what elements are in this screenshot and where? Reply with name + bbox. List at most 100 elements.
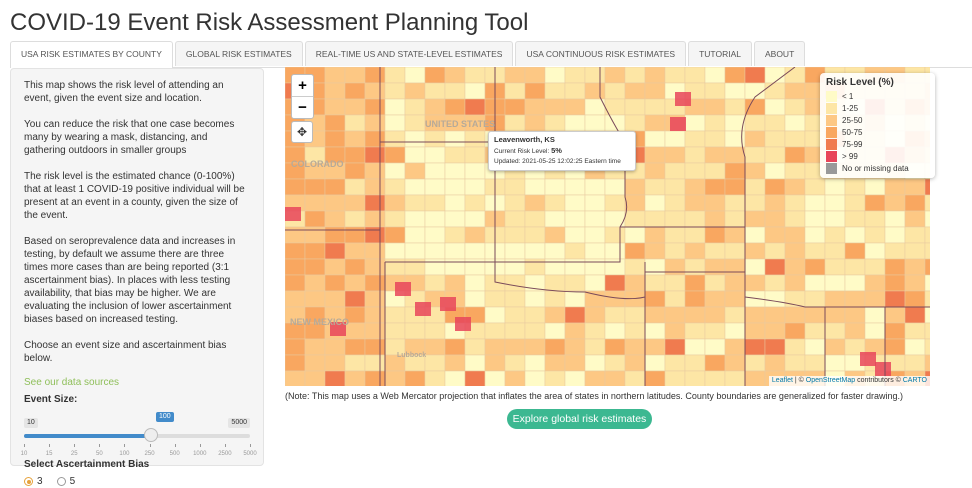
county-cell-hotspot[interactable] <box>440 297 456 311</box>
county-cell[interactable] <box>644 194 666 212</box>
county-cell[interactable] <box>504 210 526 228</box>
county-cell[interactable] <box>384 306 406 324</box>
county-cell[interactable] <box>304 338 326 356</box>
county-cell[interactable] <box>364 370 386 386</box>
county-cell[interactable] <box>404 258 426 276</box>
county-cell[interactable] <box>524 354 546 372</box>
county-cell[interactable] <box>584 242 606 260</box>
county-cell[interactable] <box>924 274 930 292</box>
county-cell[interactable] <box>784 306 806 324</box>
county-cell[interactable] <box>564 354 586 372</box>
county-cell[interactable] <box>904 194 926 212</box>
county-cell[interactable] <box>384 242 406 260</box>
county-cell[interactable] <box>724 82 746 100</box>
county-cell[interactable] <box>524 322 546 340</box>
county-cell[interactable] <box>764 322 786 340</box>
county-cell[interactable] <box>904 306 926 324</box>
county-cell[interactable] <box>344 274 366 292</box>
county-cell[interactable] <box>484 290 506 308</box>
county-cell[interactable] <box>744 67 766 84</box>
county-cell[interactable] <box>924 210 930 228</box>
county-cell[interactable] <box>764 210 786 228</box>
county-cell[interactable] <box>724 210 746 228</box>
county-cell[interactable] <box>884 194 906 212</box>
county-cell[interactable] <box>324 226 346 244</box>
county-cell[interactable] <box>584 114 606 132</box>
county-cell[interactable] <box>384 130 406 148</box>
county-cell[interactable] <box>704 178 726 196</box>
county-cell[interactable] <box>364 114 386 132</box>
county-cell[interactable] <box>684 130 706 148</box>
county-cell[interactable] <box>464 82 486 100</box>
county-cell[interactable] <box>644 67 666 84</box>
county-cell[interactable] <box>744 274 766 292</box>
county-cell[interactable] <box>544 338 566 356</box>
county-cell[interactable] <box>484 370 506 386</box>
county-cell[interactable] <box>564 322 586 340</box>
county-cell-hotspot[interactable] <box>455 317 471 331</box>
county-cell[interactable] <box>724 162 746 180</box>
county-cell[interactable] <box>364 82 386 100</box>
county-cell[interactable] <box>924 306 930 324</box>
county-cell[interactable] <box>804 194 826 212</box>
county-cell[interactable] <box>564 370 586 386</box>
county-cell[interactable] <box>624 226 646 244</box>
county-cell[interactable] <box>444 146 466 164</box>
county-cell[interactable] <box>604 258 626 276</box>
county-cell[interactable] <box>304 370 326 386</box>
slider-handle[interactable] <box>143 428 158 442</box>
county-cell[interactable] <box>764 306 786 324</box>
county-cell[interactable] <box>684 210 706 228</box>
county-cell[interactable] <box>424 146 446 164</box>
county-cell[interactable] <box>624 306 646 324</box>
county-cell[interactable] <box>724 306 746 324</box>
county-cell[interactable] <box>784 98 806 116</box>
county-cell[interactable] <box>384 226 406 244</box>
county-cell[interactable] <box>504 338 526 356</box>
county-cell[interactable] <box>424 98 446 116</box>
county-cell[interactable] <box>364 274 386 292</box>
county-cell[interactable] <box>285 226 306 244</box>
county-cell[interactable] <box>844 290 866 308</box>
county-cell[interactable] <box>504 67 526 84</box>
county-cell[interactable] <box>384 82 406 100</box>
county-cell[interactable] <box>344 98 366 116</box>
county-cell[interactable] <box>444 194 466 212</box>
county-cell[interactable] <box>544 226 566 244</box>
county-cell[interactable] <box>324 258 346 276</box>
county-cell[interactable] <box>804 226 826 244</box>
county-cell[interactable] <box>904 258 926 276</box>
county-cell[interactable] <box>524 370 546 386</box>
county-cell[interactable] <box>285 354 306 372</box>
county-cell[interactable] <box>724 258 746 276</box>
county-cell[interactable] <box>784 226 806 244</box>
county-cell[interactable] <box>344 178 366 196</box>
county-cell[interactable] <box>704 274 726 292</box>
county-cell[interactable] <box>764 130 786 148</box>
county-cell[interactable] <box>644 82 666 100</box>
county-cell[interactable] <box>744 354 766 372</box>
county-cell[interactable] <box>764 67 786 84</box>
county-cell[interactable] <box>564 226 586 244</box>
county-cell[interactable] <box>364 146 386 164</box>
county-cell[interactable] <box>444 98 466 116</box>
county-cell[interactable] <box>924 322 930 340</box>
county-cell[interactable] <box>784 242 806 260</box>
county-cell[interactable] <box>364 67 386 84</box>
county-cell[interactable] <box>464 178 486 196</box>
bias-option-5[interactable]: 5 <box>56 475 75 488</box>
county-cell[interactable] <box>404 67 426 84</box>
county-cell[interactable] <box>464 290 486 308</box>
county-cell[interactable] <box>524 338 546 356</box>
county-cell[interactable] <box>744 242 766 260</box>
county-cell[interactable] <box>604 67 626 84</box>
county-cell[interactable] <box>784 258 806 276</box>
county-cell[interactable] <box>364 162 386 180</box>
county-cell[interactable] <box>604 290 626 308</box>
county-cell[interactable] <box>664 146 686 164</box>
county-cell[interactable] <box>644 130 666 148</box>
county-cell[interactable] <box>404 98 426 116</box>
county-cell[interactable] <box>924 178 930 196</box>
county-cell[interactable] <box>664 338 686 356</box>
county-cell[interactable] <box>644 258 666 276</box>
